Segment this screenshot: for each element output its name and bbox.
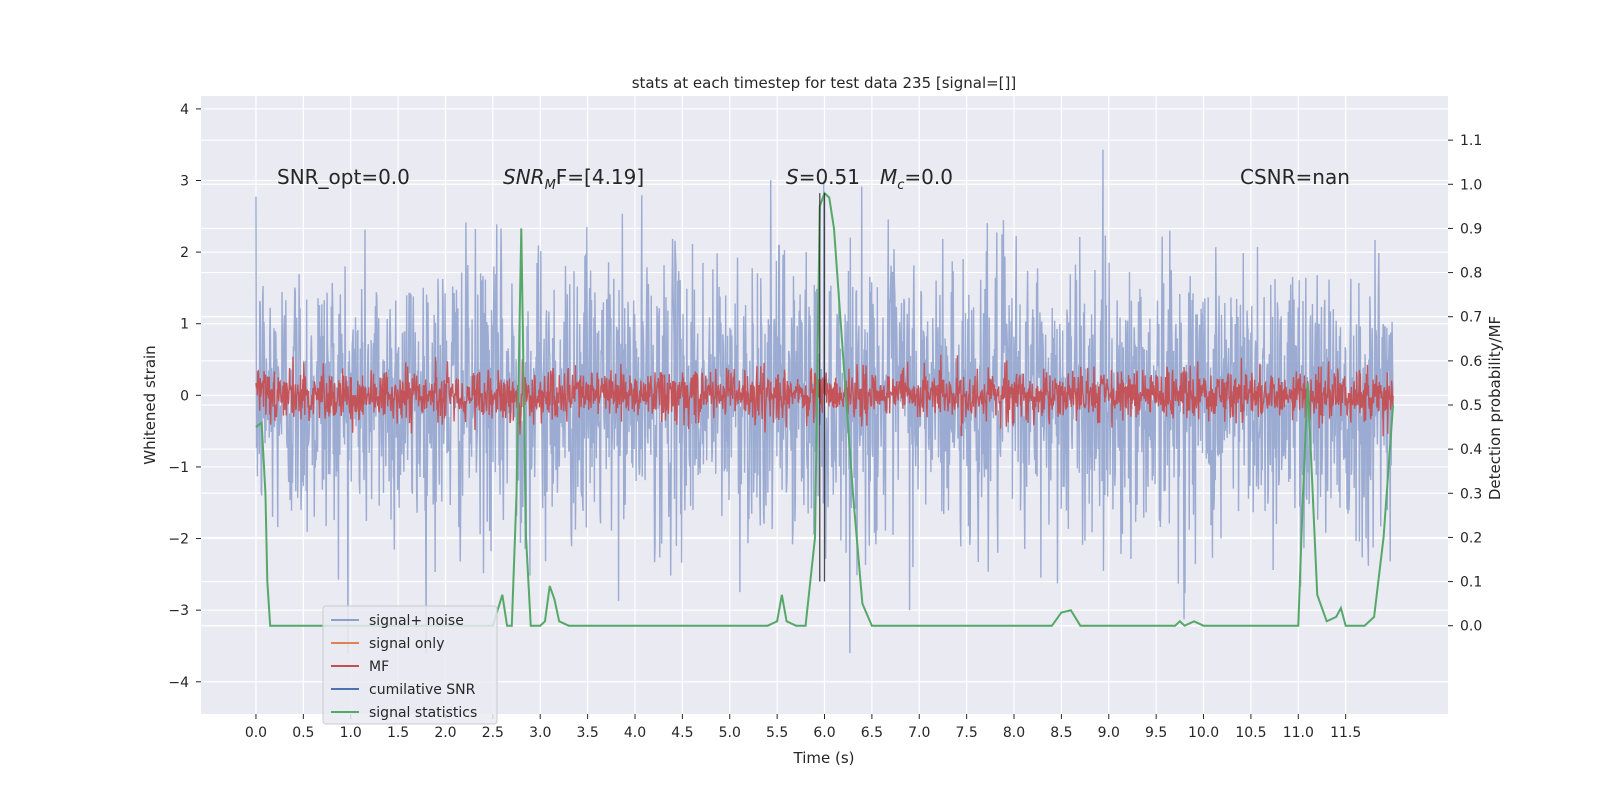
legend-label: signal+ noise <box>369 613 464 629</box>
y-tick-label: 0 <box>180 388 189 404</box>
x-tick-label: 9.0 <box>1098 725 1120 741</box>
y-tick-label: 2 <box>180 245 189 261</box>
y2-tick-label: 0.7 <box>1460 310 1482 326</box>
y2-tick-label: 0.5 <box>1460 398 1482 414</box>
y2-tick-label: 0.0 <box>1460 619 1482 635</box>
vertical-markers <box>819 193 826 582</box>
x-tick-label: 0.5 <box>292 725 314 741</box>
x-tick-label: 5.0 <box>719 725 741 741</box>
y-tick-label: −1 <box>168 460 189 476</box>
y2-tick-label: 1.1 <box>1460 133 1482 149</box>
y2-tick-label: 0.6 <box>1460 354 1482 370</box>
y2-tick-label: 0.4 <box>1460 442 1482 458</box>
y2-tick-label: 0.9 <box>1460 221 1482 237</box>
ticks: 0.0 0.5 1.0 1.5 2.0 2.5 3.0 3.5 4.0 4.5 5.0 5.5 6.0 6… <box>168 102 1482 741</box>
y2-tick-label: 0.1 <box>1460 575 1482 591</box>
x-tick-label: 0.0 <box>245 725 267 741</box>
y2-tick-label: 1.0 <box>1460 177 1482 193</box>
y-tick-label: −3 <box>168 603 189 619</box>
x-tick-label: 9.5 <box>1145 725 1167 741</box>
annotation-snr-opt: SNR_opt=0.0 <box>277 165 410 189</box>
x-tick-label: 4.0 <box>624 725 646 741</box>
x-tick-label: 6.0 <box>813 725 835 741</box>
annotation-snr-mf: SNRMF=[4.19] <box>503 165 644 193</box>
y2-tick-label: 0.3 <box>1460 486 1482 502</box>
x-tick-label: 7.0 <box>908 725 930 741</box>
annotation-s-var: S <box>786 165 799 189</box>
y-tick-label: −2 <box>168 532 189 548</box>
x-tick-label: 1.0 <box>340 725 362 741</box>
legend-label: cumilative SNR <box>369 682 476 698</box>
annotation-s: S=0.51 <box>786 165 860 189</box>
y2-tick-label: 0.8 <box>1460 266 1482 282</box>
y-tick-label: 4 <box>180 102 189 118</box>
legend-box <box>322 605 498 725</box>
x-tick-label: 11.5 <box>1330 725 1361 741</box>
annotation-snr-mf-var: SNR <box>503 165 545 189</box>
legend-items: signal+ noise signal only MF cumilative SNR… <box>331 613 477 721</box>
x-tick-label: 2.5 <box>482 725 504 741</box>
chart-title: stats at each timestep for test data 235… <box>632 74 1017 92</box>
annotation-s-val: =0.51 <box>799 165 860 189</box>
x-tick-label: 11.0 <box>1283 725 1314 741</box>
y-tick-label: 3 <box>180 174 189 190</box>
y-tick-label: −4 <box>168 675 189 691</box>
x-tick-label: 2.0 <box>434 725 456 741</box>
y-axis-label: Whitened strain <box>141 345 159 464</box>
annotation-mc-val: =0.0 <box>904 165 953 189</box>
legend: signal+ noise signal only MF cumilative SNR… <box>322 605 498 725</box>
legend-label: signal only <box>369 636 444 652</box>
y2-axis-label: Detection probability/MF <box>1486 316 1504 500</box>
x-axis-label: Time (s) <box>793 749 855 767</box>
annotation-snr-mf-val: F=[4.19] <box>556 165 644 189</box>
x-tick-label: 3.5 <box>576 725 598 741</box>
annotation-mc: Mc=0.0 <box>880 165 953 193</box>
x-tick-label: 1.5 <box>387 725 409 741</box>
annotation-mc-var: M <box>880 165 897 189</box>
x-tick-label: 7.5 <box>956 725 978 741</box>
x-tick-label: 3.0 <box>529 725 551 741</box>
x-tick-label: 5.5 <box>766 725 788 741</box>
x-tick-label: 8.5 <box>1050 725 1072 741</box>
x-tick-label: 8.0 <box>1003 725 1025 741</box>
y-tick-label: 1 <box>180 317 189 333</box>
y2-tick-label: 0.2 <box>1460 530 1482 546</box>
annotation-csnr: CSNR=nan <box>1240 165 1350 189</box>
annotation-snr-mf-sub: M <box>545 178 556 193</box>
x-tick-label: 4.5 <box>671 725 693 741</box>
legend-label: MF <box>369 659 389 675</box>
x-tick-label: 10.5 <box>1235 725 1266 741</box>
x-tick-label: 10.0 <box>1188 725 1219 741</box>
annotation-mc-sub: c <box>897 178 904 193</box>
legend-label: signal statistics <box>369 705 477 721</box>
x-tick-label: 6.5 <box>861 725 883 741</box>
